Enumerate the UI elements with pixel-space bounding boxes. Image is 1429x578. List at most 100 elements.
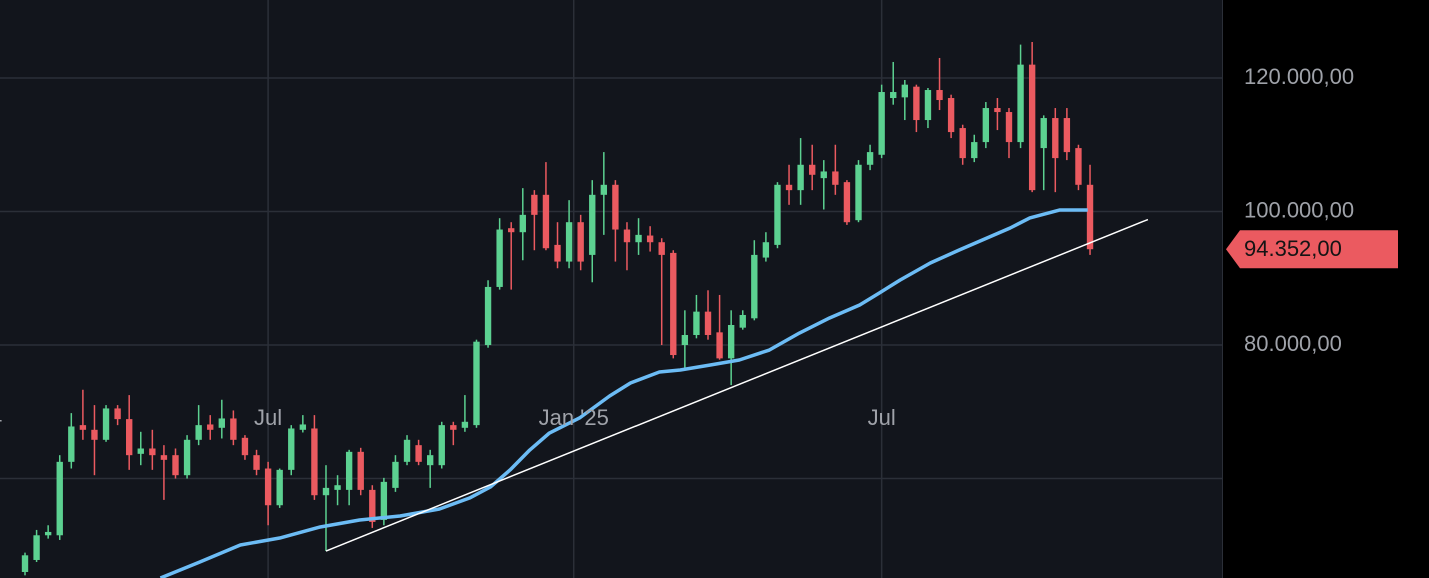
candle-body [531, 194, 538, 215]
candle-body [1017, 64, 1024, 143]
candle-body [207, 424, 214, 430]
candle-body [369, 489, 376, 522]
candle-body [253, 455, 260, 470]
candle-body [183, 439, 191, 476]
x-tick-label: Jul [868, 405, 896, 430]
candle-body [438, 425, 445, 466]
candle-body [357, 451, 364, 490]
candle-body [276, 469, 283, 506]
candle-body [1028, 64, 1036, 191]
candle-body [264, 468, 272, 506]
candle-body [751, 254, 758, 319]
candle-body [415, 445, 422, 462]
candle-body [704, 311, 712, 336]
candle-body [403, 439, 411, 462]
candle-body [345, 451, 353, 490]
candle-body [809, 164, 816, 175]
candle-body [1063, 118, 1071, 153]
candle-body [322, 487, 330, 496]
candle-body [901, 84, 908, 98]
candle-body [762, 242, 770, 258]
candle-body [774, 184, 781, 245]
moving-average [159, 208, 1088, 578]
candle-body [1005, 112, 1013, 143]
candle-body [334, 485, 341, 490]
candle-body [913, 86, 920, 121]
candle-body [1086, 184, 1094, 250]
candle-body [288, 428, 295, 470]
candle-body [91, 429, 98, 440]
candle-body [646, 235, 654, 243]
candle-body [716, 332, 723, 359]
candle-body [681, 335, 689, 346]
candle-body [727, 324, 735, 359]
candle-body [936, 90, 943, 101]
last-price-label: 94.352,00 [1244, 236, 1342, 261]
y-tick-label: 100.000,00 [1244, 197, 1354, 222]
candle-body [658, 242, 665, 255]
candle-body [21, 555, 29, 572]
x-tick-label: Jan '24 [0, 405, 2, 430]
candle-body [68, 426, 75, 462]
candle-body [612, 184, 619, 230]
candle-body [450, 425, 457, 430]
candle-body [126, 419, 133, 456]
candle-body [971, 142, 978, 159]
candle-body [855, 164, 862, 221]
candle-body [114, 408, 121, 420]
candle-body [519, 214, 526, 233]
candle-body [866, 152, 874, 165]
candle-body [785, 184, 793, 191]
candle-body [461, 421, 469, 428]
candle-body [820, 171, 827, 179]
candle-body [947, 98, 955, 133]
x-tick-label: Jul [254, 405, 282, 430]
candle-body [484, 286, 492, 346]
candle-body [739, 314, 746, 328]
candle-body [218, 418, 225, 428]
candle-body [380, 481, 388, 520]
candle-body [924, 90, 932, 121]
candle-body [670, 252, 677, 356]
y-tick-label: 80.000,00 [1244, 331, 1342, 356]
candle-body [149, 448, 156, 456]
candle-body [1040, 118, 1047, 149]
candle-body [195, 425, 202, 440]
candle-body [982, 108, 990, 143]
candle-body [589, 194, 596, 255]
candle-body [102, 408, 110, 440]
candle-body [508, 228, 515, 233]
candle-body [44, 531, 52, 536]
candle-body [959, 128, 966, 159]
candle-body [56, 461, 63, 536]
candle-body [635, 234, 642, 243]
candle-body [137, 448, 144, 454]
candle-body [693, 311, 700, 336]
candle-body [890, 92, 897, 99]
candle-body [600, 184, 608, 195]
candle-body [797, 164, 804, 191]
candle-body [79, 425, 87, 430]
candle-body [1052, 118, 1059, 159]
candle-body [542, 194, 550, 249]
x-tick-label: Jan '25 [539, 405, 609, 430]
plot-background [0, 0, 1222, 578]
candle-body [426, 455, 434, 466]
candle-body [554, 244, 561, 262]
candle-body [1075, 148, 1082, 185]
candle-body [496, 229, 503, 287]
y-tick-label: 120.000,00 [1244, 64, 1354, 89]
candle-body [577, 222, 584, 262]
candle-body [473, 341, 480, 426]
candle-body [994, 108, 1001, 113]
candle-body [241, 437, 249, 456]
candle-body [843, 182, 851, 223]
candle-body [33, 535, 40, 560]
candle-body [623, 229, 631, 243]
candle-body [878, 92, 885, 155]
trend-line [325, 218, 1149, 552]
candle-body [299, 424, 307, 430]
candle-body [832, 171, 839, 185]
plot: Jan '24 Jul Jan '25 Jul [0, 0, 1222, 578]
